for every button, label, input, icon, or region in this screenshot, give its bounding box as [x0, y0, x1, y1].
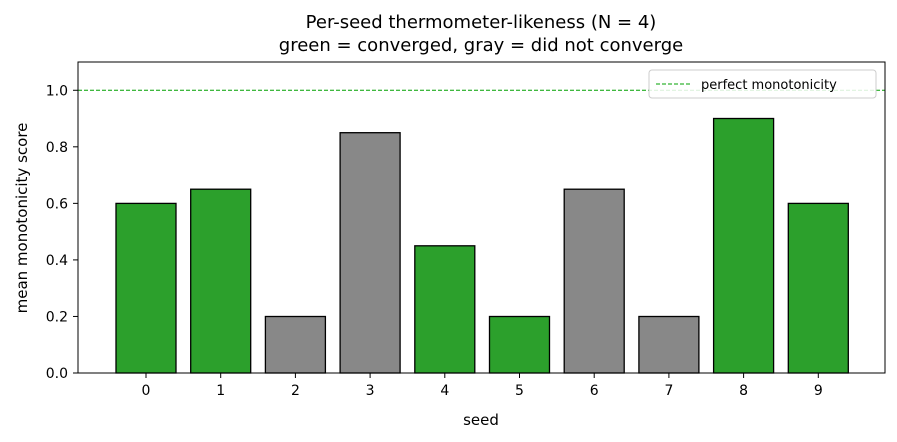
- y-tick-label: 0.4: [46, 253, 68, 269]
- bar-seed-1: [190, 188, 252, 374]
- x-ticks-group: 0 1 2 3 4 5 6 7 8 9: [142, 373, 823, 399]
- y-tick-label: 0.6: [46, 196, 68, 212]
- x-tick-label: 3: [366, 383, 375, 399]
- bars-group: [115, 117, 849, 374]
- x-tick-label: 1: [216, 383, 225, 399]
- chart-subtitle: green = converged, gray = did not conver…: [279, 35, 683, 56]
- bar-seed-8: [712, 117, 775, 374]
- x-tick-label: 6: [590, 383, 599, 399]
- y-tick-label: 1.0: [46, 83, 68, 99]
- bar-seed-6: [563, 188, 625, 374]
- y-tick-label: 0.8: [46, 140, 68, 156]
- x-tick-label: 4: [440, 383, 449, 399]
- y-axis-label: mean monotonicity score: [13, 123, 31, 314]
- bar-seed-4: [414, 245, 476, 374]
- plot-frame: [77, 61, 886, 374]
- x-axis-label: seed: [463, 411, 499, 429]
- y-tick-label: 0.0: [46, 366, 68, 382]
- bar-seed-9: [787, 202, 849, 374]
- legend-label: perfect monotonicity: [701, 78, 837, 93]
- chart-title: Per-seed thermometer-likeness (N = 4): [306, 12, 657, 33]
- bar-seed-2: [264, 315, 327, 374]
- y-tick-label: 0.2: [46, 309, 68, 325]
- legend-box: [648, 69, 877, 99]
- x-tick-label: 8: [739, 383, 748, 399]
- bar-seed-7: [638, 315, 700, 374]
- bar-seed-0: [115, 202, 177, 374]
- y-ticks-group: 0.0 0.2 0.4 0.6 0.8 1.0: [46, 83, 78, 382]
- bar-seed-3: [339, 132, 401, 374]
- x-tick-label: 9: [814, 383, 823, 399]
- bar-seed-5: [488, 315, 551, 374]
- x-tick-label: 0: [142, 383, 151, 399]
- x-tick-label: 7: [664, 383, 673, 399]
- x-tick-label: 2: [291, 383, 300, 399]
- legend: perfect monotonicity: [648, 69, 877, 99]
- x-tick-label: 5: [515, 383, 524, 399]
